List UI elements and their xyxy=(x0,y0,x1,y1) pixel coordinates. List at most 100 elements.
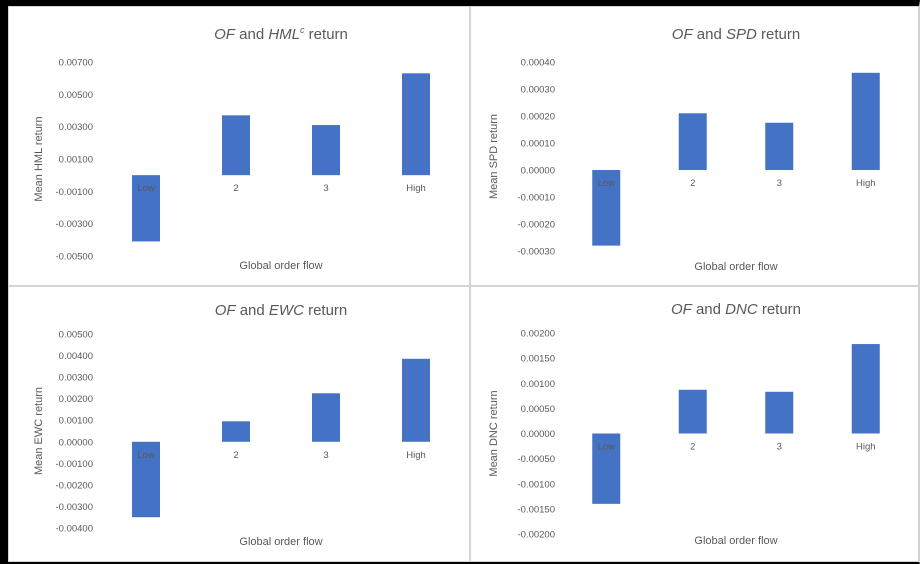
chart-panel-spd: OF and SPD return 0.00040 0.00030 0.00020 0.… xyxy=(470,6,919,286)
title-part: HML xyxy=(268,26,300,43)
category-label: Low xyxy=(598,178,616,189)
category-label: Low xyxy=(137,183,155,194)
y-tick-label: -0.00200 xyxy=(517,530,555,541)
bar-high xyxy=(851,344,880,434)
bar-low xyxy=(592,433,621,504)
title-part: DNC xyxy=(725,301,758,318)
category-label: Low xyxy=(137,450,155,461)
title-part: and xyxy=(236,302,269,319)
y-tick-label: 0.00200 xyxy=(521,329,555,340)
category-label: 2 xyxy=(690,442,695,453)
category-label: High xyxy=(856,442,876,453)
title-part: SPD xyxy=(726,26,757,43)
y-tick-label: 0.00040 xyxy=(521,58,555,69)
category-label: 3 xyxy=(323,450,328,461)
chart-hml: OF and HMLc return 0.00700 0.00500 0.00300 0… xyxy=(33,25,430,272)
title-part: and xyxy=(693,26,726,43)
title-part: return xyxy=(758,301,801,318)
chart-dnc: OF and DNC return 0.00200 0.00150 0.00100 0.… xyxy=(488,301,880,547)
y-tick-label: -0.00300 xyxy=(55,502,93,513)
bar-low xyxy=(592,170,621,246)
y-axis-title: Mean SPD return xyxy=(488,114,500,199)
y-tick-label: -0.00100 xyxy=(55,187,93,198)
category-label: 2 xyxy=(690,178,695,189)
y-tick-label: 0.00000 xyxy=(521,166,555,177)
y-tick-label: 0.00300 xyxy=(59,373,93,384)
y-tick-label: -0.00400 xyxy=(55,524,93,535)
y-tick-label: 0.00030 xyxy=(521,85,555,96)
y-tick-label: -0.00020 xyxy=(517,220,555,231)
y-tick-label: 0.00010 xyxy=(521,139,555,150)
y-axis-title: Mean EWC return xyxy=(33,387,45,475)
bar-2 xyxy=(222,421,250,442)
bar-3 xyxy=(312,393,340,442)
bar-2 xyxy=(678,113,707,170)
category-label: High xyxy=(856,178,876,189)
y-tick-label: 0.00200 xyxy=(59,394,93,405)
y-tick-label: -0.00050 xyxy=(517,454,555,465)
y-tick-label: -0.00100 xyxy=(517,479,555,490)
bar-high xyxy=(851,72,880,170)
bar-3 xyxy=(765,122,794,170)
y-tick-label: 0.00000 xyxy=(521,429,555,440)
title-part: return xyxy=(304,302,347,319)
y-tick-label: 0.00100 xyxy=(521,379,555,390)
chart-spd: OF and SPD return 0.00040 0.00030 0.00020 0.… xyxy=(488,26,880,273)
y-tick-label: 0.00700 xyxy=(59,58,93,69)
y-tick-label: -0.00030 xyxy=(517,247,555,258)
bar-2 xyxy=(678,389,707,434)
x-axis-title: Global order flow xyxy=(239,260,322,272)
chart-panel-hml: OF and HMLc return 0.00700 0.00500 0.00300 0… xyxy=(8,6,470,286)
category-label: 3 xyxy=(777,178,782,189)
y-tick-label: 0.00500 xyxy=(59,90,93,101)
y-tick-label: -0.00150 xyxy=(517,504,555,515)
bar-high xyxy=(402,358,430,442)
bar-2 xyxy=(222,115,250,176)
y-tick-label: 0.00050 xyxy=(521,404,555,415)
y-tick-label: 0.00300 xyxy=(59,122,93,133)
bar-3 xyxy=(765,391,794,434)
y-tick-label: -0.00010 xyxy=(517,193,555,204)
y-tick-label: 0.00000 xyxy=(59,437,93,448)
category-label: 3 xyxy=(323,183,328,194)
title-part: EWC xyxy=(269,302,304,319)
title-part: OF xyxy=(214,26,236,43)
chart-ewc: OF and EWC return 0.00500 0.00400 0.00300 0.… xyxy=(33,302,430,548)
category-label: 2 xyxy=(233,183,238,194)
y-tick-label: -0.00200 xyxy=(55,480,93,491)
title-superscript: c xyxy=(300,25,305,35)
category-label: High xyxy=(406,450,426,461)
x-axis-title: Global order flow xyxy=(239,536,322,548)
y-tick-label: 0.00400 xyxy=(59,351,93,362)
y-tick-label: 0.00100 xyxy=(59,155,93,166)
category-label: High xyxy=(406,183,426,194)
title-part: and xyxy=(692,301,725,318)
y-tick-label: 0.00500 xyxy=(59,330,93,341)
category-label: 3 xyxy=(777,442,782,453)
bar-low xyxy=(132,175,160,242)
y-axis-title: Mean HML return xyxy=(33,116,45,201)
chart-title: OF and EWC return xyxy=(215,302,348,319)
category-label: 2 xyxy=(233,450,238,461)
bar-3 xyxy=(312,125,340,176)
chart-title: OF and HMLc return xyxy=(214,25,348,43)
title-part: OF xyxy=(672,26,694,43)
title-part: return xyxy=(305,26,348,43)
title-part: and xyxy=(235,26,268,43)
title-part: OF xyxy=(215,302,237,319)
y-tick-label: 0.00100 xyxy=(59,416,93,427)
bar-low xyxy=(132,441,160,518)
x-axis-title: Global order flow xyxy=(694,535,777,547)
bar-high xyxy=(402,73,430,176)
title-part: OF xyxy=(671,301,693,318)
y-tick-label: 0.00150 xyxy=(521,354,555,365)
x-axis-title: Global order flow xyxy=(694,261,777,273)
category-label: Low xyxy=(598,442,616,453)
chart-title: OF and SPD return xyxy=(672,26,800,43)
y-tick-label: -0.00100 xyxy=(55,459,93,470)
chart-panel-dnc: OF and DNC return 0.00200 0.00150 0.00100 0.… xyxy=(470,286,919,562)
chart-title: OF and DNC return xyxy=(671,301,801,318)
chart-panel-ewc: OF and EWC return 0.00500 0.00400 0.00300 0.… xyxy=(8,286,470,562)
y-tick-label: -0.00300 xyxy=(55,219,93,230)
title-part: return xyxy=(757,26,800,43)
